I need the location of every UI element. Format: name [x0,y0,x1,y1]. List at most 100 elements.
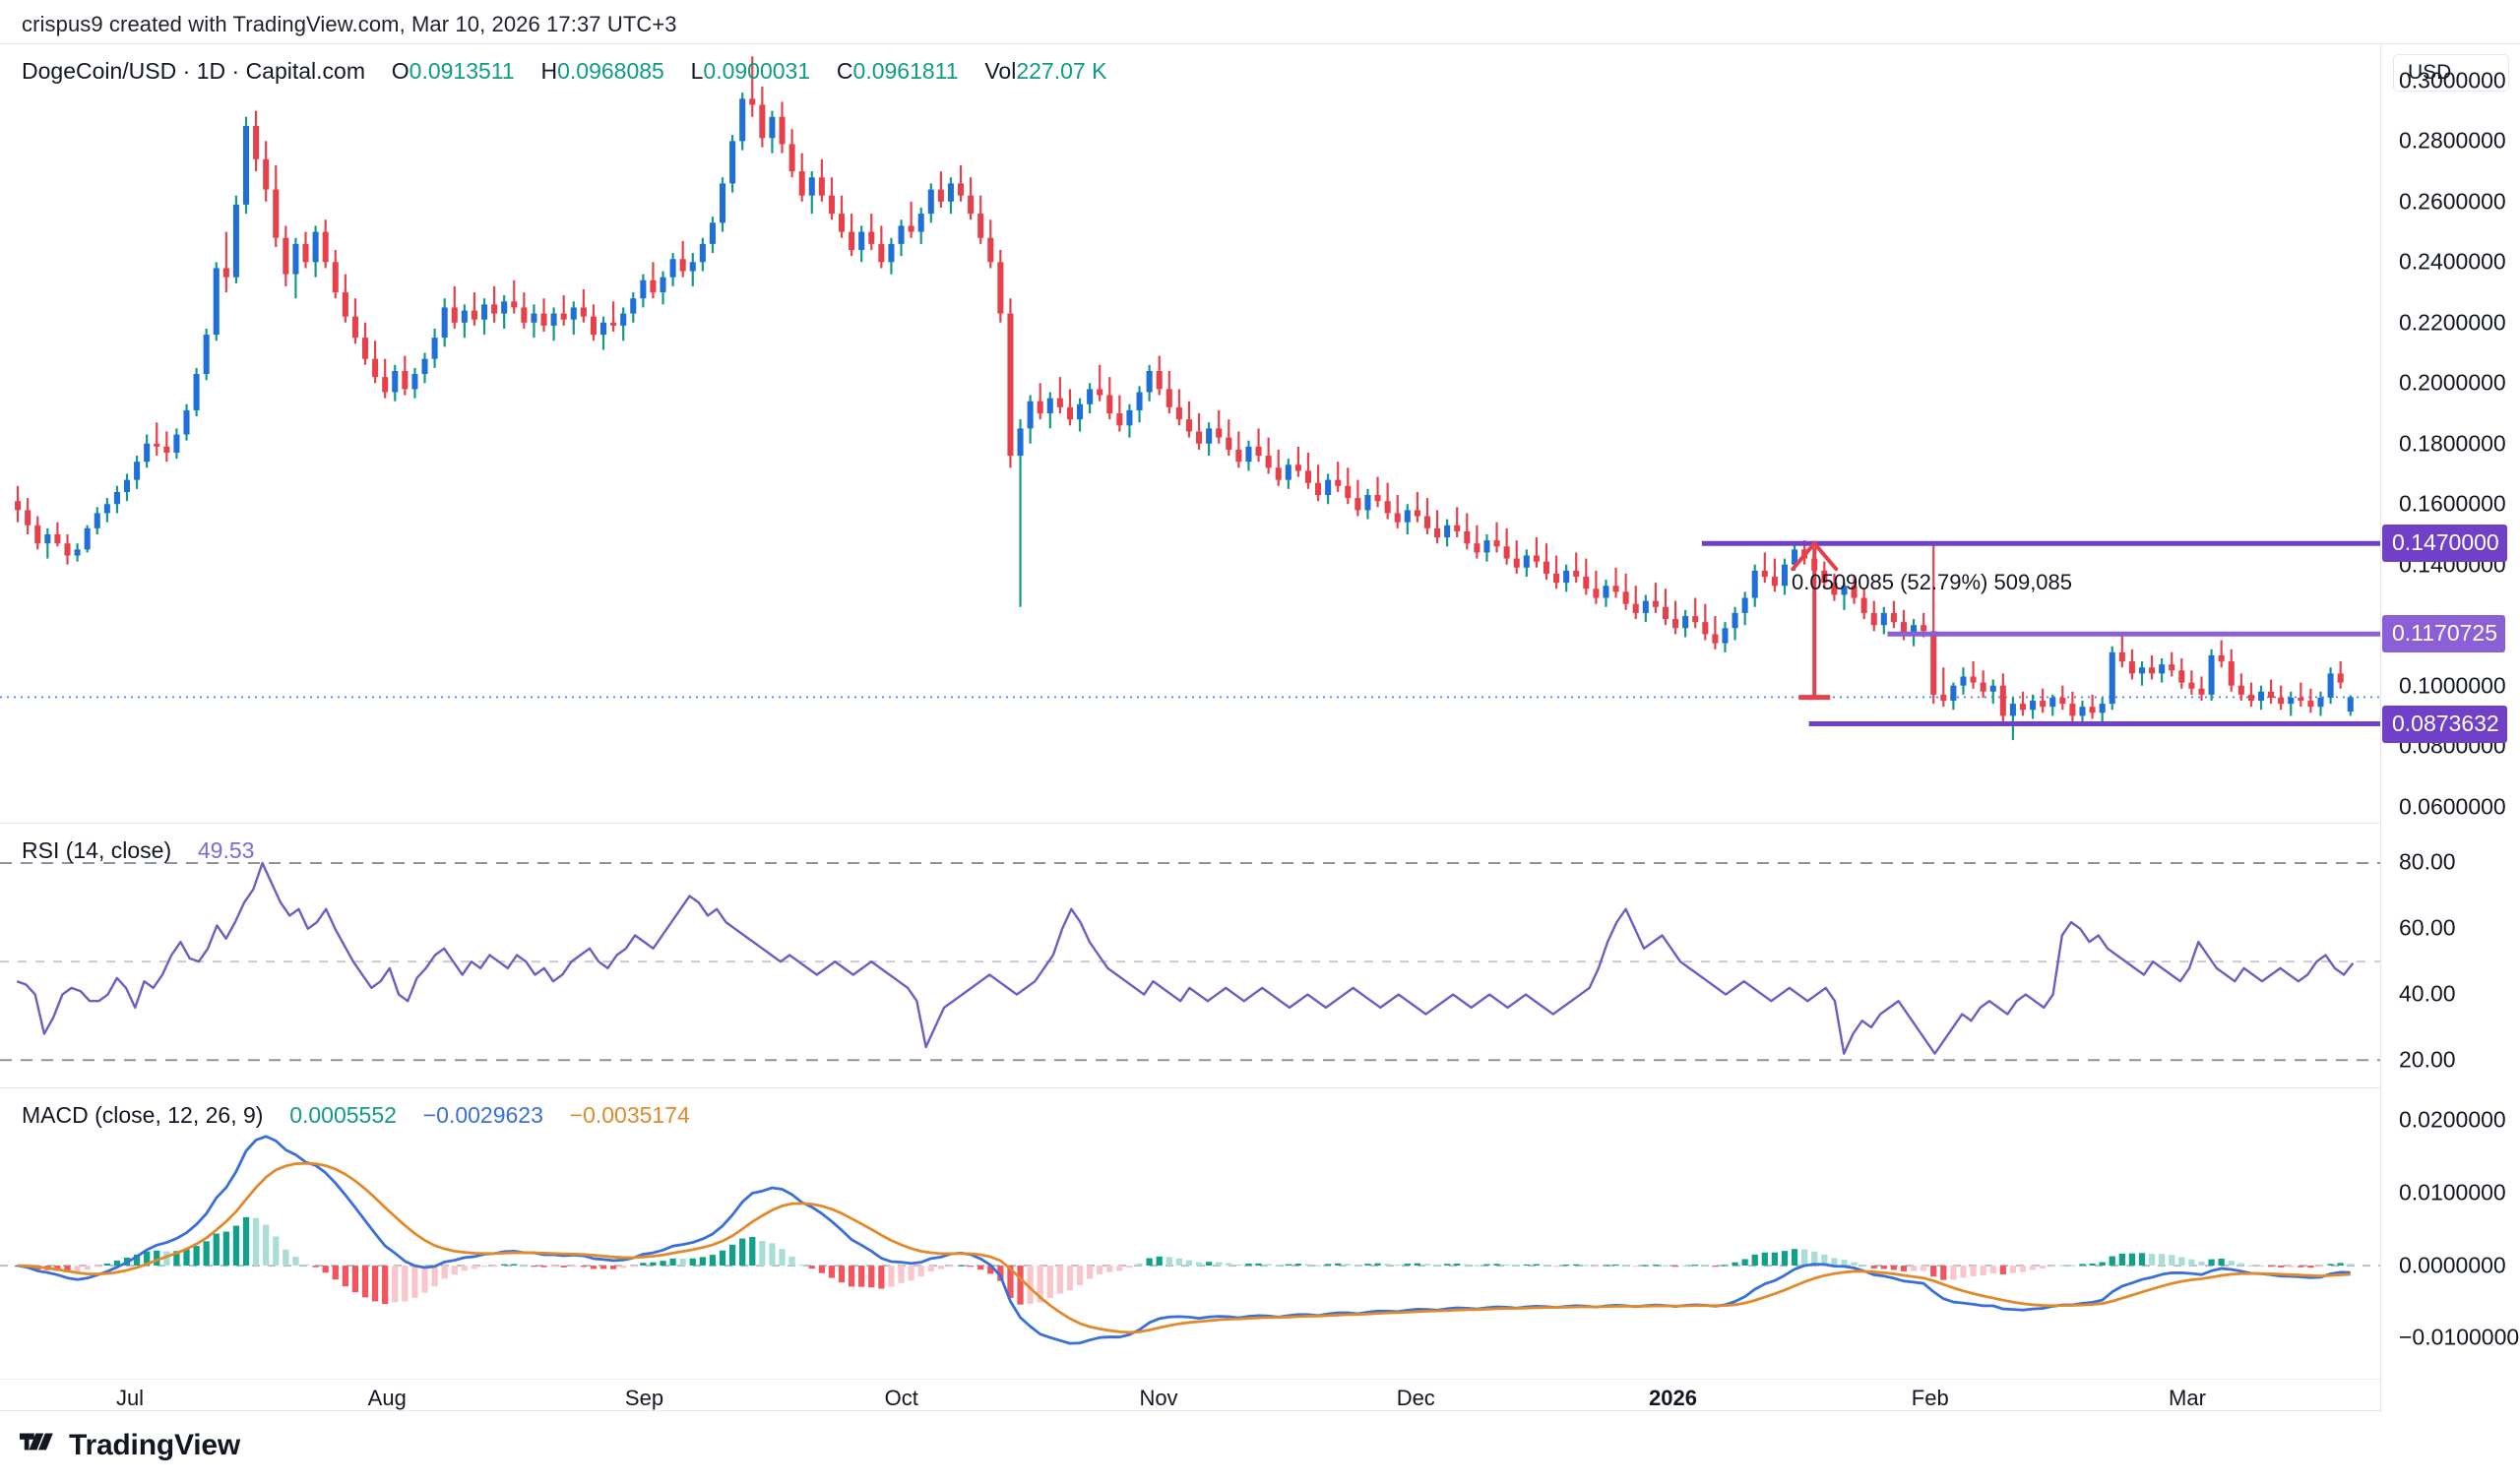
time-axis-label: Aug [367,1386,407,1410]
candle-body [1185,419,1192,432]
candle-body [749,98,756,105]
macd-histogram-bar [848,1266,855,1287]
macd-histogram-bar [2040,1266,2047,1269]
macd-histogram-bar [1732,1262,1738,1267]
candle-body [1870,612,1877,626]
macd-histogram-bar [103,1263,110,1267]
macd-histogram-bar [2169,1255,2175,1267]
macd-histogram-bar [590,1266,598,1269]
measure-arrow[interactable] [1791,540,1839,701]
macd-histogram-bar [660,1261,666,1267]
macd-histogram-bar [2059,1265,2066,1267]
candle-body [183,409,190,435]
candle-body [103,504,110,514]
macd-histogram-bar [1464,1264,1471,1267]
candle-body [2089,707,2096,713]
candle-body [1304,470,1311,483]
candle-body [392,370,399,393]
price-level-badge[interactable]: 0.1170725 [2382,615,2506,653]
price-pane[interactable]: DogeCoin/USD · 1D · Capital.com O0.09135… [0,44,2380,822]
candle-body [1106,395,1113,414]
candle-body [849,231,855,251]
candle-body [2327,673,2334,698]
candle-body [1980,682,1986,692]
candle-body [2337,673,2344,683]
macd-histogram-bar [183,1249,190,1267]
macd-histogram-bar [361,1266,369,1298]
price-scale[interactable]: USD 0.3000000 0.2800000 0.2600000 0.2400000… [2380,44,2520,1412]
macd-histogram-bar [392,1266,399,1303]
candle-body [1444,525,1451,538]
macd-histogram-bar [769,1243,776,1267]
candle-body [1126,409,1133,426]
macd-histogram-bar [2317,1266,2324,1268]
macd-histogram-bar [1583,1265,1590,1267]
macd-histogram-bar [1205,1262,1213,1267]
candle-body [302,243,309,263]
candle-body [1543,561,1549,574]
candle-body [213,268,220,336]
macd-line [17,1135,2351,1345]
candle-body [173,434,180,453]
macd-histogram-bar [411,1266,418,1298]
macd-histogram-bar [1364,1264,1371,1267]
macd-histogram-bar [64,1266,71,1272]
macd-histogram-bar [1692,1265,1699,1267]
macd-histogram-bar [2178,1257,2185,1267]
macd-histogram-bar [1821,1254,1828,1267]
rsi-plot[interactable] [0,824,2380,1086]
candle-body [1235,449,1242,463]
candle-body [788,144,795,172]
macd-histogram-bar [222,1231,229,1267]
currency-chip[interactable]: USD [2393,54,2509,92]
price-level-badge[interactable]: 0.0873632 [2382,705,2507,743]
candle-body [1146,370,1153,393]
price-plot[interactable] [0,44,2380,822]
candle-body [2307,701,2314,708]
macd-histogram-bar [1433,1265,1441,1267]
price-tick: 0.2400000 [2399,248,2506,275]
candle-body [2237,685,2244,695]
candle-body [1890,612,1897,623]
macd-plot[interactable] [0,1088,2380,1378]
price-tick: 0.1800000 [2399,430,2506,457]
candle-body [660,277,666,293]
price-level-badge[interactable]: 0.1470000 [2382,525,2507,563]
macd-histogram-bar [1999,1266,2006,1274]
footer-brand: TradingView [20,1429,240,1462]
macd-histogram-bar [1226,1263,1232,1267]
macd-histogram-bar [252,1217,260,1267]
macd-histogram-bar [1126,1266,1133,1268]
macd-histogram-bar [719,1250,726,1267]
candle-body [1345,485,1352,499]
candle-body [818,177,825,196]
macd-histogram-bar [759,1241,766,1267]
macd-histogram-bar [1771,1252,1779,1267]
macd-histogram-bar [441,1266,448,1279]
macd-histogram-bar [1017,1266,1024,1305]
macd-histogram-bar [2118,1253,2125,1267]
macd-histogram-bar [2159,1254,2166,1267]
time-axis-label: Feb [1911,1386,1949,1410]
candle-body [1087,389,1094,404]
candle-body [351,316,358,339]
candle-body [134,462,141,480]
macd-histogram-bar [203,1241,210,1267]
macd-histogram-bar [818,1266,825,1273]
candle-body [1175,406,1182,420]
rsi-tick: 60.00 [2399,914,2456,941]
rsi-pane[interactable]: RSI (14, close) 49.53 [0,823,2380,1086]
macd-histogram-bar [431,1266,438,1287]
candle-body [759,104,766,139]
candle-body [958,183,965,196]
candle-body [858,231,865,251]
time-axis[interactable]: Jul Aug Sep Oct Nov Dec 2026 Feb Mar [0,1379,2520,1412]
macd-pane[interactable]: MACD (close, 12, 26, 9) 0.0005552 −0.002… [0,1087,2380,1378]
macd-histogram-bar [828,1266,836,1278]
macd-histogram-bar [1454,1263,1461,1267]
candle-body [1265,456,1272,468]
candle-body [372,358,379,378]
macd-histogram-bar [2198,1261,2205,1267]
candle-body [2138,667,2146,674]
macd-histogram-bar [2148,1254,2156,1267]
